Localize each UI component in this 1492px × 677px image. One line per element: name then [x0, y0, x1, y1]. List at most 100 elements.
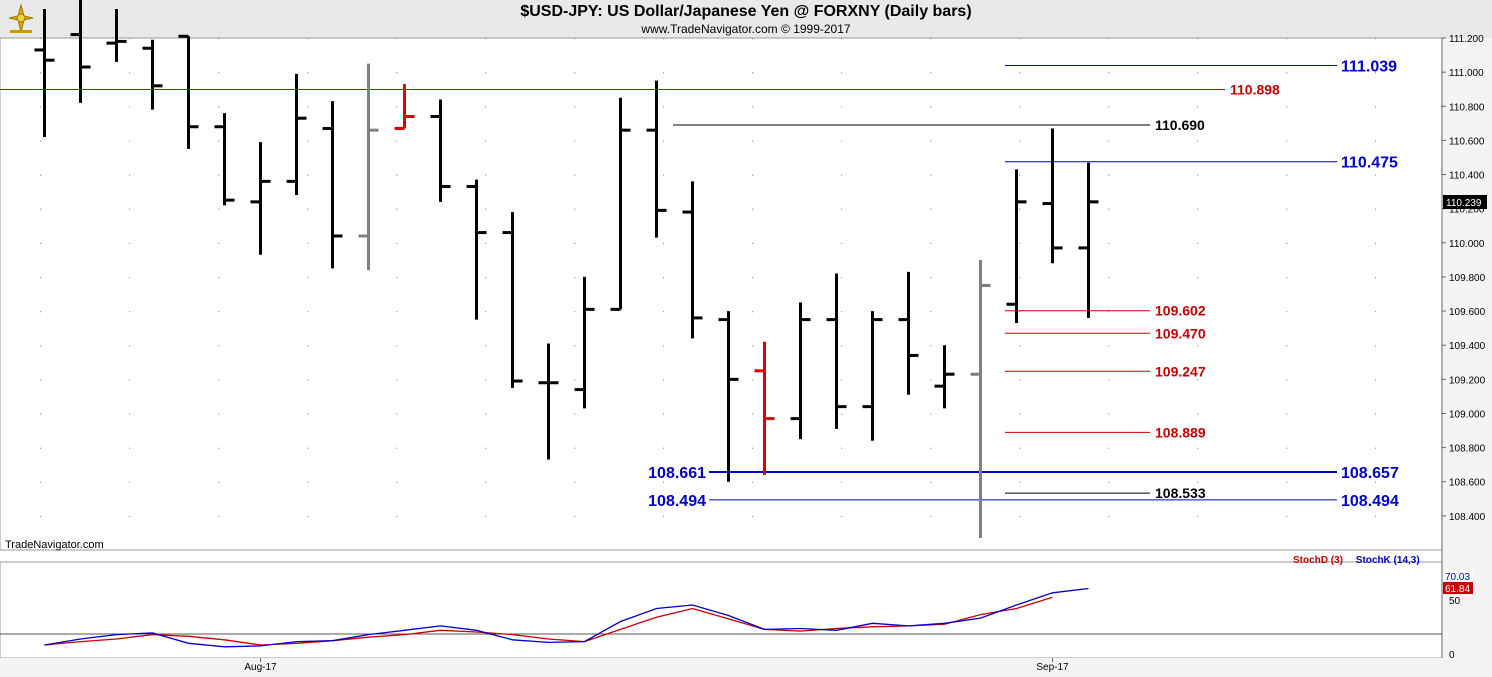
grid-dot — [1019, 140, 1021, 142]
grid-dot — [1286, 276, 1288, 279]
grid-dot — [485, 208, 487, 210]
grid-dot — [752, 447, 754, 449]
grid-dot — [663, 276, 665, 279]
x-tick-label: Aug-17 — [244, 662, 277, 673]
grid-dot — [1019, 174, 1021, 176]
grid-dot — [1286, 447, 1288, 449]
grid-dot — [129, 208, 131, 210]
level-label-108.494: 108.494 — [1341, 493, 1399, 510]
grid-dot — [218, 276, 220, 279]
grid-dot — [1108, 242, 1110, 244]
grid-dot — [1019, 379, 1021, 381]
grid-dot — [396, 413, 398, 415]
level-label-108.533: 108.533 — [1155, 485, 1206, 501]
chart-title: $USD-JPY: US Dollar/Japanese Yen @ FORXN… — [520, 3, 972, 20]
indicator-panel — [0, 561, 1443, 659]
grid-dot — [40, 379, 42, 381]
grid-dot — [307, 379, 309, 381]
grid-dot — [40, 276, 42, 279]
grid-dot — [841, 276, 843, 279]
grid-dot — [218, 38, 220, 40]
grid-dot — [218, 72, 220, 74]
grid-dot — [40, 447, 42, 449]
grid-dot — [218, 447, 220, 449]
grid-dot — [1197, 106, 1199, 108]
grid-dot — [485, 72, 487, 74]
grid-dot — [930, 38, 932, 40]
grid-dot — [930, 72, 932, 74]
grid-dot — [841, 413, 843, 415]
grid-dot — [396, 140, 398, 142]
y-tick-label: 110.200 — [1449, 205, 1485, 216]
grid-dot — [307, 72, 309, 74]
grid-dot — [1197, 447, 1199, 449]
grid-dot — [396, 106, 398, 108]
grid-dot — [1375, 345, 1377, 347]
y-tick-label: 111.200 — [1449, 34, 1484, 45]
grid-dot — [841, 515, 843, 518]
level-left-label-108.661: 108.661 — [648, 465, 706, 482]
grid-dot — [663, 174, 665, 176]
grid-dot — [1375, 208, 1377, 210]
grid-dot — [841, 38, 843, 40]
grid-dot — [574, 174, 576, 176]
grid-dot — [485, 242, 487, 244]
grid-dot — [1019, 38, 1021, 40]
grid-dot — [752, 140, 754, 142]
grid-dot — [1019, 311, 1021, 313]
grid-dot — [218, 481, 220, 483]
grid-dot — [40, 38, 42, 40]
grid-dot — [1197, 345, 1199, 347]
grid-dot — [1197, 174, 1199, 176]
grid-dot — [396, 515, 398, 518]
grid-dot — [129, 447, 131, 449]
grid-dot — [930, 208, 932, 210]
grid-dot — [129, 140, 131, 142]
grid-dot — [1197, 515, 1199, 518]
grid-dot — [396, 72, 398, 74]
grid-dot — [40, 311, 42, 313]
grid-dot — [1019, 481, 1021, 483]
grid-dot — [1108, 515, 1110, 518]
stochK-last-box — [1443, 570, 1473, 582]
grid-dot — [218, 413, 220, 415]
grid-dot — [1375, 515, 1377, 518]
grid-dot — [1286, 140, 1288, 142]
grid-dot — [485, 345, 487, 347]
grid-dot — [307, 413, 309, 415]
grid-dot — [930, 379, 932, 381]
grid-dot — [1108, 38, 1110, 40]
grid-dot — [307, 38, 309, 40]
grid-dot — [663, 413, 665, 415]
grid-dot — [1286, 38, 1288, 40]
grid-dot — [930, 242, 932, 244]
grid-dot — [1375, 413, 1377, 415]
grid-dot — [930, 413, 932, 415]
grid-dot — [752, 379, 754, 381]
grid-dot — [485, 38, 487, 40]
grid-dot — [485, 447, 487, 449]
grid-dot — [930, 174, 932, 176]
grid-dot — [574, 413, 576, 415]
grid-dot — [40, 413, 42, 415]
grid-dot — [574, 38, 576, 40]
level-label-109.470: 109.470 — [1155, 325, 1206, 341]
grid-dot — [1197, 276, 1199, 279]
grid-dot — [1019, 515, 1021, 518]
grid-dot — [663, 106, 665, 108]
chart-subtitle: www.TradeNavigator.com © 1999-2017 — [641, 22, 851, 36]
grid-dot — [752, 242, 754, 244]
grid-dot — [307, 345, 309, 347]
level-label-111.039: 111.039 — [1341, 58, 1397, 75]
grid-dot — [129, 345, 131, 347]
grid-dot — [752, 345, 754, 347]
grid-dot — [1286, 345, 1288, 347]
grid-dot — [574, 276, 576, 279]
grid-dot — [129, 72, 131, 74]
grid-dot — [1108, 72, 1110, 74]
grid-dot — [307, 515, 309, 518]
grid-dot — [841, 379, 843, 381]
grid-dot — [485, 276, 487, 279]
level-label-110.898: 110.898 — [1230, 82, 1280, 98]
stoch-y-tick: 0 — [1449, 650, 1455, 661]
